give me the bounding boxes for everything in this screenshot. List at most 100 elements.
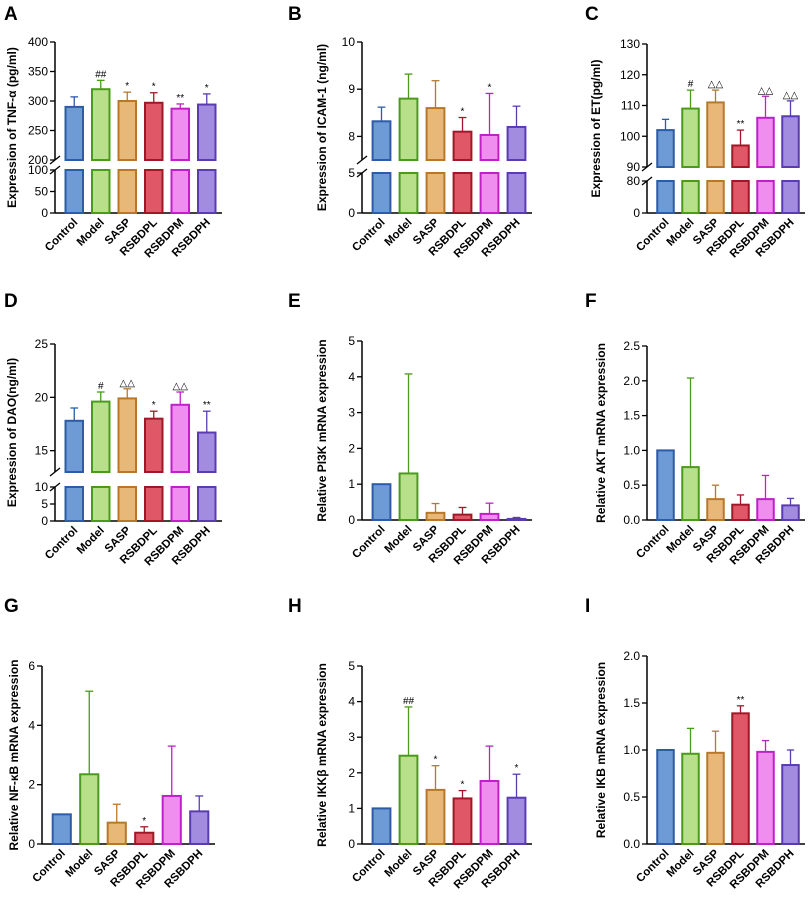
bar: [425, 511, 446, 522]
bar: [656, 749, 675, 845]
significance-label: △△: [758, 85, 774, 96]
significance-label: △△: [708, 79, 724, 90]
y-tick-label: 0: [41, 514, 48, 528]
panel-letter: H: [288, 596, 302, 617]
panel-letter: B: [288, 4, 302, 25]
y-tick-label: 250: [28, 124, 48, 138]
y-tick-label: 5: [41, 497, 48, 511]
bar: [371, 172, 392, 214]
bar: [170, 403, 190, 473]
y-tick-label: 3: [348, 406, 355, 420]
y-tick-label: 200: [28, 153, 48, 167]
bar: [144, 101, 164, 161]
category-label: Model: [665, 217, 697, 249]
significance-label: *: [125, 81, 129, 92]
bar: [731, 144, 750, 169]
category-label: Control: [30, 848, 67, 885]
y-axis-label: Relative IKB mRNA expression: [594, 662, 608, 838]
category-label: Control: [634, 848, 671, 885]
significance-label: **: [737, 119, 745, 130]
category-label: Model: [665, 524, 697, 556]
y-tick-label: 10: [35, 480, 49, 494]
y-axis-label: Relative IKKβ mRNA expression: [315, 663, 329, 847]
y-axis-label: Relative AKT mRNA expression: [594, 343, 608, 523]
bar: [452, 797, 473, 846]
y-axis-label: Expression of DAO(ng/ml): [5, 358, 19, 507]
bar: [371, 120, 392, 161]
category-label: Model: [383, 217, 415, 249]
category-label: Model: [665, 848, 697, 880]
category-label: Control: [634, 524, 671, 561]
y-tick-label: 0: [41, 206, 48, 220]
y-axis-label: Expression of ET(pg/ml): [589, 59, 603, 197]
y-tick-label: 0.5: [623, 478, 640, 492]
bar: [731, 503, 750, 521]
y-axis-label: Expression of ICAM-1 (ng/ml): [315, 44, 329, 211]
bar: [91, 88, 111, 161]
category-label: Model: [75, 217, 107, 249]
y-tick-label: 0: [348, 206, 355, 220]
category-label: Model: [75, 525, 107, 557]
y-tick-label: 15: [35, 444, 49, 458]
bar: [781, 180, 800, 214]
y-tick-label: 90: [627, 160, 641, 174]
bar: [479, 133, 500, 161]
y-tick-label: 2.5: [623, 339, 640, 353]
bar: [425, 172, 446, 214]
panel-h: H 0 1 2 3 4 5 Relative IKKβ mRNA expression Cont…: [288, 596, 532, 891]
y-tick-label: 110: [621, 99, 640, 113]
y-tick-label: 2.0: [623, 374, 640, 388]
y-tick-label: 1.5: [623, 409, 640, 423]
significance-label: ##: [95, 69, 107, 80]
y-tick-label: 0.0: [623, 837, 640, 851]
y-tick-label: 5: [348, 166, 355, 180]
significance-label: **: [737, 695, 745, 706]
bar: [398, 97, 419, 161]
bar: [425, 107, 446, 161]
bar: [106, 821, 127, 846]
y-tick-label: 2: [348, 766, 355, 780]
bar: [731, 180, 750, 214]
y-tick-label: 400: [28, 35, 48, 49]
y-tick-label: 120: [620, 68, 640, 82]
significance-label: *: [488, 82, 492, 93]
bar: [170, 486, 190, 522]
y-tick-label: 1.0: [623, 743, 640, 757]
y-tick-label: 2.0: [623, 649, 640, 663]
bar: [134, 831, 155, 846]
panel-g: G 0 2 4 6 Relative NF-κB mRNA expression Contr…: [4, 596, 215, 891]
y-tick-label: 100: [28, 163, 48, 177]
bar: [681, 107, 700, 168]
bar: [197, 431, 217, 473]
category-label: Control: [43, 217, 80, 254]
axis-break-mark: [49, 467, 61, 477]
panel-letter: F: [585, 291, 597, 312]
bar: [170, 169, 190, 214]
significance-label: #: [98, 381, 104, 392]
bar: [656, 449, 675, 521]
y-tick-label: 5: [348, 334, 355, 348]
bar: [197, 103, 217, 161]
bar: [781, 764, 800, 845]
y-tick-label: 300: [28, 94, 48, 108]
significance-label: #: [688, 79, 694, 90]
panel-i: I 0.0 0.5 1.0 1.5 2.0 Relative IKB mRNA expres…: [585, 596, 805, 891]
y-tick-label: 50: [35, 185, 49, 199]
significance-label: *: [434, 755, 438, 766]
bar: [79, 773, 100, 845]
y-tick-label: 9: [348, 82, 355, 96]
category-label: Control: [634, 217, 671, 254]
y-tick-label: 100: [620, 129, 640, 143]
y-tick-label: 80: [627, 174, 641, 188]
significance-label: *: [515, 763, 519, 774]
significance-label: **: [176, 93, 184, 104]
y-tick-label: 4: [348, 695, 355, 709]
bar: [197, 486, 217, 522]
bar: [479, 172, 500, 214]
bar: [161, 794, 182, 846]
y-tick-label: 1.5: [623, 696, 640, 710]
bar: [117, 169, 137, 214]
